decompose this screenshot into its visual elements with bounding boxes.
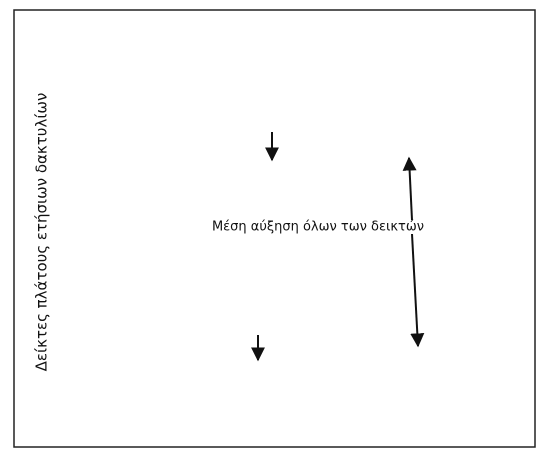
annotation: Μέση αύξηση όλων των δεικτών <box>212 220 424 235</box>
annotation-arrow <box>402 156 417 221</box>
frame <box>13 9 536 448</box>
annotation-arrow <box>410 233 425 348</box>
y-axis-label: Δείκτες πλάτους ετήσιων δακτυλίων <box>33 93 51 372</box>
